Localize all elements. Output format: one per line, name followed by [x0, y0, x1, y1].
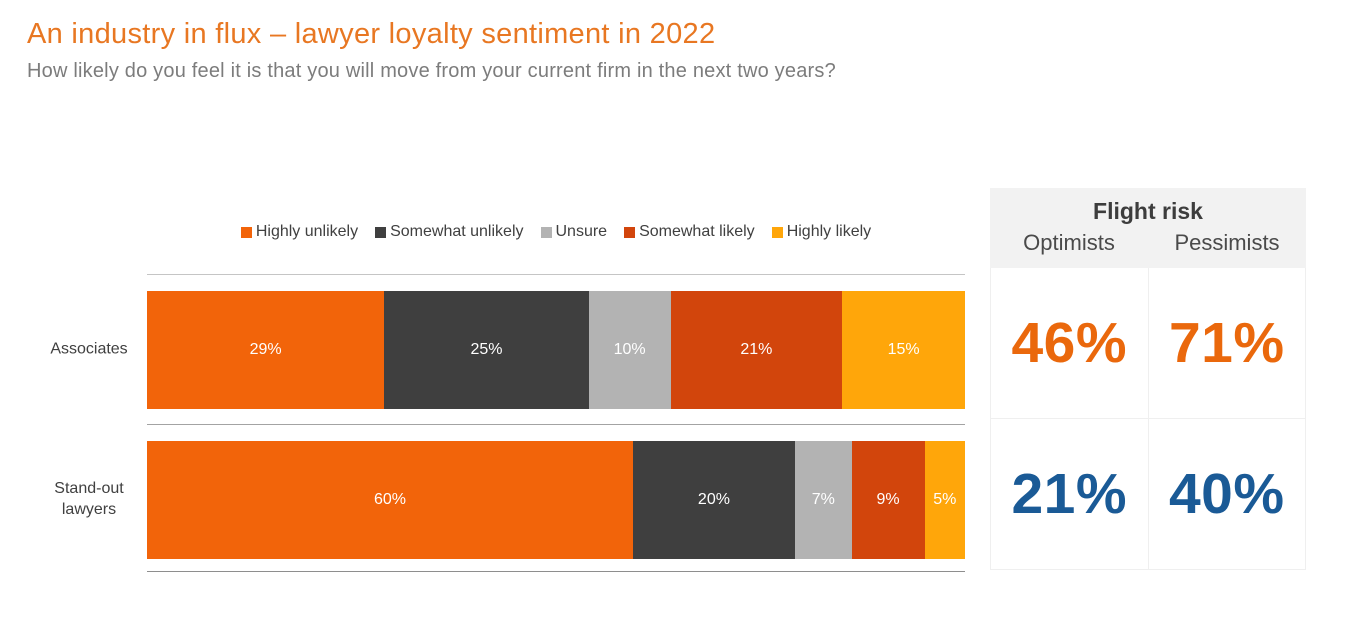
bar-segment: 20%	[632, 441, 795, 559]
value-associates-optimists: 46%	[991, 268, 1148, 418]
legend-swatch-icon	[240, 226, 252, 238]
bar-row: Stand-out lawyers 60% 20% 7% 9% 5%	[0, 441, 1364, 559]
stacked-bar: 60% 20% 7% 9% 5%	[147, 441, 965, 559]
legend-item: Highly unlikely	[240, 223, 359, 241]
category-label: Stand-out lawyers	[54, 480, 124, 518]
flight-risk-title: Flight risk	[1093, 198, 1203, 224]
bar-segment: 25%	[384, 291, 589, 409]
column-header-pessimists: Pessimists	[1174, 230, 1280, 255]
value-standout-optimists: 21%	[991, 419, 1148, 569]
legend-label: Highly likely	[786, 223, 872, 240]
segment-value-label: 10%	[613, 341, 646, 358]
bar-segment: 5%	[924, 441, 965, 559]
flight-risk-header: Flight risk Optimists Pessimists	[990, 188, 1306, 268]
legend-swatch-icon	[540, 226, 552, 238]
chart-gridline-top	[147, 274, 965, 275]
segment-value-label: 25%	[470, 341, 503, 358]
page-title: An industry in flux – lawyer loyalty sen…	[27, 18, 716, 50]
legend-label: Somewhat likely	[639, 223, 755, 240]
legend-item: Highly likely	[771, 223, 872, 241]
segment-value-label: 21%	[740, 341, 773, 358]
segment-value-label: 60%	[373, 491, 406, 508]
segment-value-label: 29%	[249, 341, 282, 358]
bar-segment: 7%	[794, 441, 852, 559]
category-label: Associates	[50, 340, 128, 358]
legend-label: Unsure	[555, 223, 608, 240]
bar-segment: 10%	[588, 291, 671, 409]
legend-swatch-icon	[771, 226, 783, 238]
segment-value-label: 5%	[933, 491, 957, 508]
legend-swatch-icon	[624, 226, 636, 238]
stacked-bar: 29% 25% 10% 21% 15%	[147, 291, 965, 409]
flight-risk-column-headers: Optimists Pessimists	[990, 230, 1306, 256]
flight-risk-panel: Flight risk Optimists Pessimists 46% 71%…	[990, 188, 1306, 570]
bar-segment: 9%	[851, 441, 925, 559]
bar-row: Associates 29% 25% 10% 21% 15%	[0, 291, 1364, 409]
chart-gridline-bottom	[147, 571, 965, 572]
bar-segment: 21%	[670, 291, 843, 409]
legend-label: Somewhat unlikely	[390, 223, 524, 240]
chart-legend: Highly unlikely Somewhat unlikely Unsure So…	[147, 222, 965, 242]
bar-segment: 60%	[147, 441, 633, 559]
chart-gridline-middle	[147, 424, 965, 425]
flight-risk-values: 46% 71% 21% 40%	[990, 268, 1306, 570]
value-standout-pessimists: 40%	[1148, 419, 1305, 569]
segment-value-label: 7%	[811, 491, 835, 508]
column-header-optimists: Optimists	[1023, 230, 1115, 255]
page-subtitle: How likely do you feel it is that you wi…	[27, 60, 836, 82]
legend-item: Somewhat unlikely	[375, 223, 524, 241]
bar-segment: 29%	[147, 291, 385, 409]
segment-value-label: 20%	[697, 491, 730, 508]
legend-label: Highly unlikely	[255, 223, 359, 240]
legend-item: Somewhat likely	[624, 223, 755, 241]
value-associates-pessimists: 71%	[1148, 268, 1305, 418]
segment-value-label: 9%	[876, 491, 900, 508]
legend-item: Unsure	[540, 223, 608, 241]
segment-value-label: 15%	[887, 341, 920, 358]
legend-swatch-icon	[375, 226, 387, 238]
bar-segment: 15%	[842, 291, 965, 409]
